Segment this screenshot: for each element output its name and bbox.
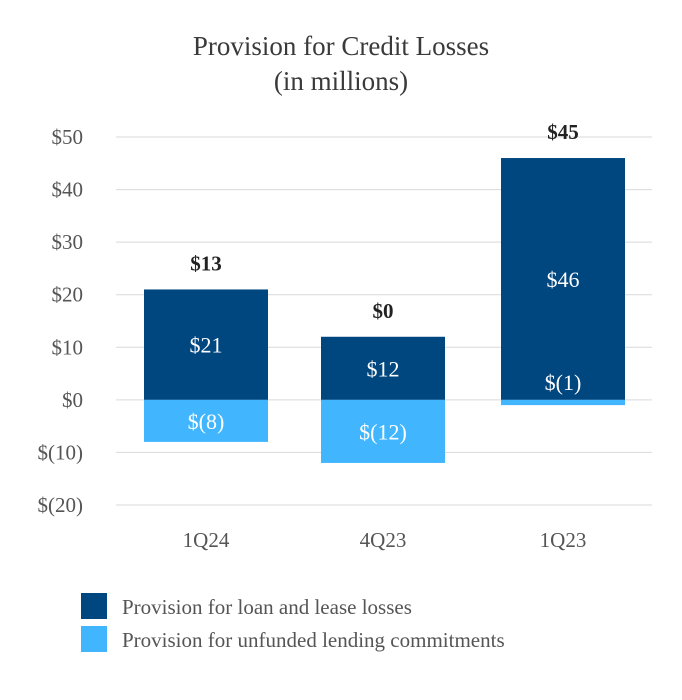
total-label-1Q23: $45: [547, 120, 579, 144]
y-tick-label: $40: [52, 178, 84, 202]
bar-segment-unfunded-1Q23: [501, 399, 625, 406]
bar-segment-loan-lease-4Q23: [321, 336, 445, 400]
segment-value-label: $21: [190, 333, 223, 358]
segment-value-label: $12: [367, 356, 400, 381]
segment-value-label: $(12): [359, 419, 407, 444]
x-category-label: 1Q24: [183, 528, 230, 552]
y-tick-label: $20: [52, 283, 84, 307]
bar-segment-loan-lease-1Q23: [501, 158, 625, 400]
legend-label: Provision for loan and lease losses: [122, 595, 412, 619]
bar-segment-unfunded-4Q23: [321, 399, 445, 463]
chart-title-line2: (in millions): [274, 66, 408, 96]
data-labels: $21 $(8) $13 $12 $(12) $0 $46 $(1) $45: [188, 120, 582, 444]
y-tick-label: $10: [52, 335, 84, 359]
y-tick-label: $30: [52, 230, 84, 254]
y-tick-label: $(20): [38, 493, 84, 517]
chart-title-line1: Provision for Credit Losses: [193, 31, 489, 61]
bar-segment-loan-lease-1Q24: [144, 289, 268, 400]
bar-segment-unfunded-1Q24: [144, 399, 268, 442]
y-axis-ticks: $50 $40 $30 $20 $10 $0 $(10) $(20): [38, 125, 84, 517]
y-tick-label: $(10): [38, 440, 84, 464]
legend-label: Provision for unfunded lending commitmen…: [122, 628, 505, 652]
segment-value-label: $46: [547, 267, 580, 292]
y-tick-label: $50: [52, 125, 84, 149]
x-category-label: 1Q23: [540, 528, 587, 552]
segment-value-label: $(8): [188, 409, 225, 434]
legend: Provision for loan and lease losses Provi…: [81, 593, 505, 652]
x-axis-categories: 1Q24 4Q23 1Q23: [183, 528, 587, 552]
legend-swatch: [81, 593, 107, 619]
x-category-label: 4Q23: [360, 528, 407, 552]
total-label-1Q24: $13: [190, 251, 222, 275]
segment-value-label: $(1): [545, 370, 582, 395]
y-tick-label: $0: [62, 388, 83, 412]
legend-swatch: [81, 626, 107, 652]
total-label-4Q23: $0: [373, 299, 394, 323]
bars: [144, 158, 625, 463]
